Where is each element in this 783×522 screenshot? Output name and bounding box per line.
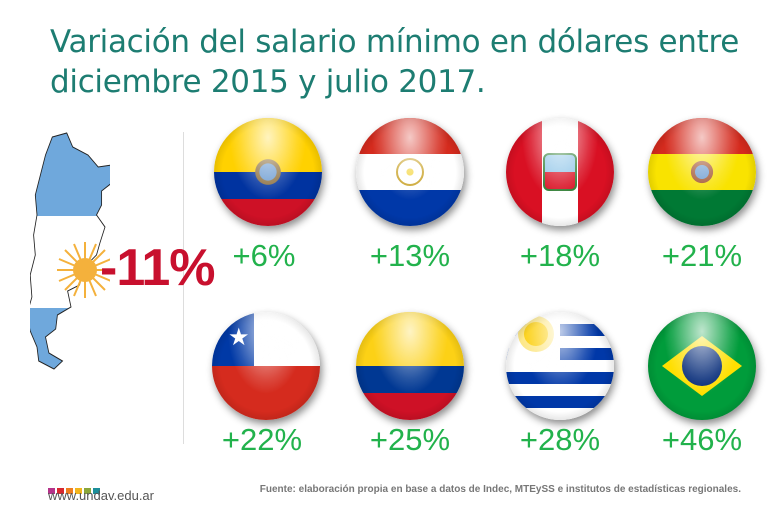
- country-value: +6%: [232, 238, 296, 273]
- colombia-flag-icon: [356, 312, 464, 420]
- argentina-value: -11%: [100, 239, 216, 297]
- country-value: +21%: [661, 238, 743, 273]
- page-title: Variación del salario mínimo en dólares …: [50, 24, 739, 100]
- uruguay-flag-icon: [506, 312, 614, 420]
- country-value: +18%: [519, 238, 601, 273]
- country-value: +46%: [661, 422, 743, 457]
- website-url: www.undav.edu.ar: [48, 488, 154, 503]
- ecuador-flag-icon: [214, 118, 322, 226]
- country-value: +25%: [369, 422, 451, 457]
- chile-flag-icon: ★: [212, 312, 320, 420]
- brazil-flag-icon: [648, 312, 756, 420]
- source-note: Fuente: elaboración propia en base a dat…: [259, 484, 741, 495]
- country-value: +28%: [519, 422, 601, 457]
- country-value: +13%: [369, 238, 451, 273]
- bolivia-flag-icon: [648, 118, 756, 226]
- peru-flag-icon: [506, 118, 614, 226]
- divider: [183, 132, 184, 444]
- argentina-map-flag-icon: [30, 132, 110, 370]
- paraguay-flag-icon: [356, 118, 464, 226]
- undav-logo: [48, 481, 102, 499]
- country-value: +22%: [221, 422, 303, 457]
